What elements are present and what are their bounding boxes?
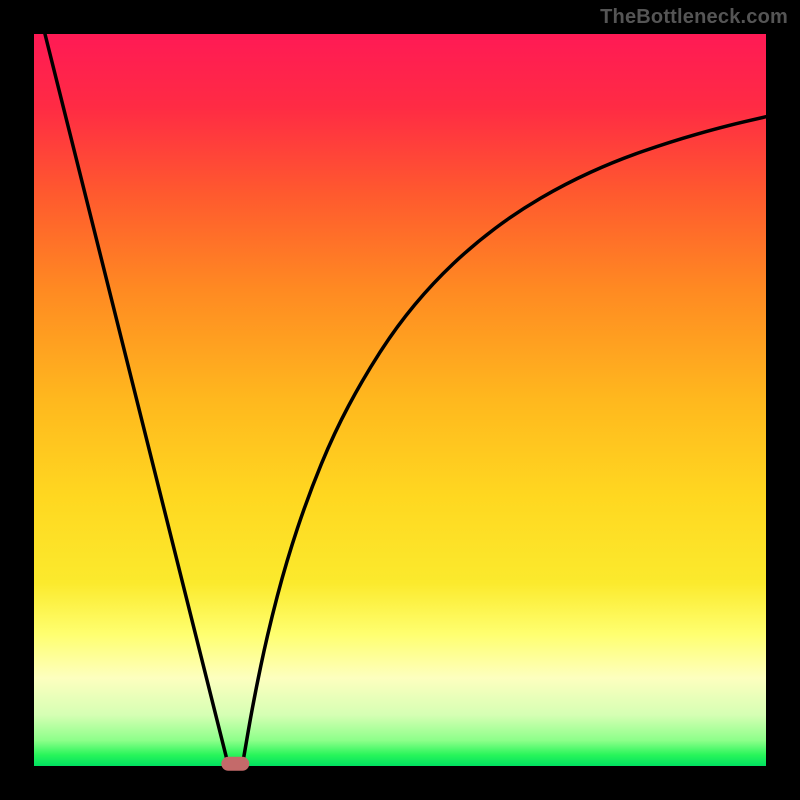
chart-container: TheBottleneck.com <box>0 0 800 800</box>
bottleneck-chart <box>0 0 800 800</box>
plot-background <box>34 34 766 766</box>
watermark-text: TheBottleneck.com <box>600 6 788 29</box>
optimal-point-marker <box>221 757 249 771</box>
